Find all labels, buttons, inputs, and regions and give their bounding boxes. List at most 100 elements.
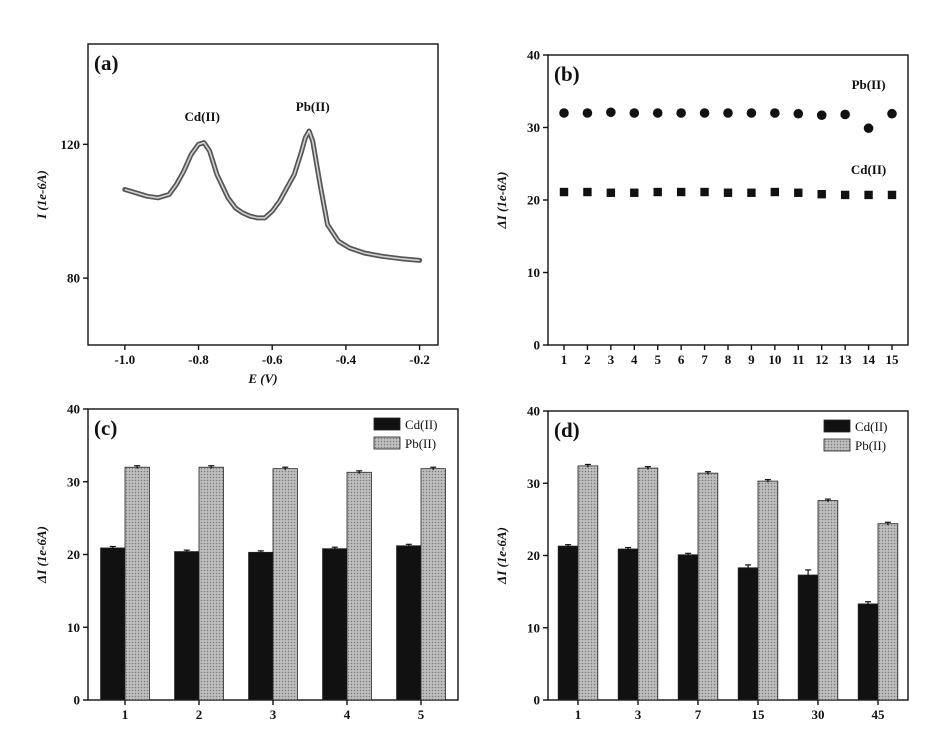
peak-annotation: Cd(II) — [185, 109, 220, 124]
data-point-square — [724, 189, 732, 197]
legend-swatch — [824, 420, 850, 432]
y-tick-label: 0 — [534, 338, 541, 353]
data-point-square — [864, 191, 872, 199]
data-point-circle — [840, 110, 850, 120]
x-tick-label: 1 — [561, 352, 568, 367]
x-axis-label: E (V) — [247, 371, 277, 386]
data-point-square — [841, 191, 849, 199]
x-tick-label: 3 — [270, 707, 277, 722]
x-tick-label: 2 — [196, 707, 203, 722]
legend-swatch — [824, 439, 850, 451]
x-tick-label: 1 — [575, 707, 582, 722]
data-point-circle — [747, 108, 757, 118]
legend-label: Cd(II) — [855, 419, 888, 434]
x-tick-label: 15 — [752, 707, 766, 722]
data-point-square — [700, 188, 708, 196]
data-point-square — [607, 189, 615, 197]
data-point-circle — [770, 108, 780, 118]
y-tick-label: 30 — [527, 476, 540, 491]
x-tick-label: 4 — [631, 352, 638, 367]
legend-label: Cd(II) — [405, 417, 438, 432]
bar — [125, 467, 149, 700]
data-point-circle — [676, 108, 686, 118]
bar — [273, 469, 297, 700]
bar — [578, 466, 598, 700]
x-tick-label: 9 — [748, 352, 755, 367]
panel-label: (b) — [554, 62, 580, 86]
y-tick-label: 20 — [527, 193, 540, 208]
y-tick-label: 120 — [61, 137, 81, 152]
panel-label: (a) — [94, 51, 119, 75]
data-point-square — [747, 189, 755, 197]
data-point-square — [794, 189, 802, 197]
bar — [175, 552, 199, 700]
bar — [421, 469, 445, 700]
x-tick-label: 4 — [344, 707, 351, 722]
data-point-circle — [653, 108, 663, 118]
y-axis-label: I (1e-6A) — [34, 170, 49, 220]
legend-label: Pb(II) — [405, 436, 436, 451]
series-annotation: Pb(II) — [852, 77, 886, 92]
peak-annotation: Pb(II) — [296, 99, 330, 114]
bar — [347, 472, 371, 700]
x-tick-label: -0.2 — [409, 352, 430, 367]
panel-d: 010203040137153045ΔI (1e-6A)(d)Cd(II)Pb(… — [494, 404, 908, 723]
bar — [758, 481, 778, 700]
plot-frame — [548, 411, 908, 700]
y-axis-label: ΔI (1e-6A) — [34, 526, 49, 584]
bar — [738, 568, 758, 700]
x-tick-label: 15 — [886, 352, 900, 367]
bar — [638, 468, 658, 700]
y-tick-label: 40 — [527, 48, 540, 63]
x-tick-label: -0.6 — [262, 352, 283, 367]
bar — [101, 548, 125, 700]
panel-label: (d) — [554, 418, 580, 442]
x-tick-label: -0.8 — [188, 352, 209, 367]
x-tick-label: 3 — [608, 352, 615, 367]
y-tick-label: 10 — [527, 265, 540, 280]
data-point-circle — [559, 108, 569, 118]
data-point-circle — [606, 107, 616, 117]
panel-label: (c) — [94, 416, 117, 440]
data-point-square — [818, 190, 826, 198]
x-tick-label: 5 — [654, 352, 661, 367]
y-tick-label: 80 — [67, 271, 80, 286]
bar — [199, 467, 223, 700]
data-point-circle — [700, 108, 710, 118]
y-tick-label: 10 — [527, 620, 540, 635]
bar — [818, 501, 838, 700]
x-tick-label: 1 — [122, 707, 129, 722]
data-point-square — [583, 188, 591, 196]
bar — [558, 546, 578, 700]
bar — [397, 546, 421, 700]
voltammetry-curve — [125, 131, 420, 260]
bar — [698, 473, 718, 700]
panel-b: 010203040123456789101112131415ΔI (1e-6A)… — [494, 48, 908, 368]
x-tick-label: 14 — [862, 352, 876, 367]
x-tick-label: 11 — [792, 352, 804, 367]
x-tick-label: 10 — [768, 352, 781, 367]
x-tick-label: 6 — [678, 352, 685, 367]
legend-swatch — [374, 418, 400, 430]
data-point-circle — [629, 108, 639, 118]
x-tick-label: 7 — [701, 352, 708, 367]
data-point-circle — [583, 108, 593, 118]
x-tick-label: 2 — [584, 352, 591, 367]
y-tick-label: 40 — [67, 402, 80, 417]
data-point-square — [560, 188, 568, 196]
data-point-square — [654, 188, 662, 196]
data-point-circle — [723, 108, 733, 118]
data-point-square — [771, 188, 779, 196]
x-tick-label: 3 — [635, 707, 642, 722]
panel-a: 80120-1.0-0.8-0.6-0.4-0.2E (V)I (1e-6A)(… — [34, 44, 438, 386]
y-tick-label: 10 — [67, 620, 80, 635]
x-tick-label: 13 — [839, 352, 853, 367]
y-tick-label: 0 — [74, 693, 81, 708]
x-tick-label: 12 — [815, 352, 828, 367]
data-point-circle — [793, 109, 803, 119]
data-point-circle — [817, 110, 827, 120]
bar — [249, 552, 273, 700]
x-tick-label: 30 — [812, 707, 825, 722]
y-tick-label: 30 — [527, 120, 540, 135]
